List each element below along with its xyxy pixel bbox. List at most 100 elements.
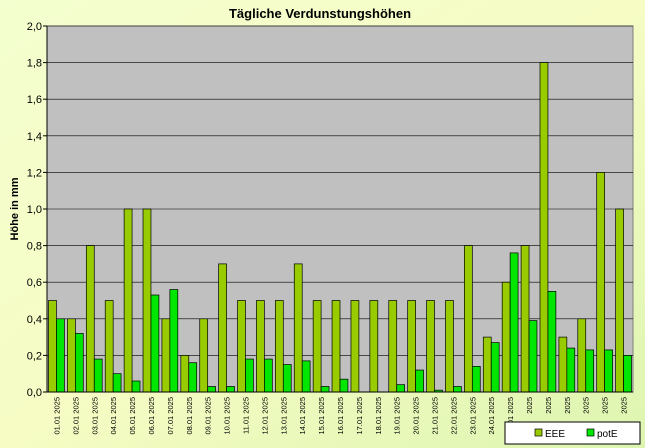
x-tick-label: 24.01 2025 [487, 397, 496, 435]
bar [180, 355, 190, 393]
x-tick-label: 11.01 2025 [241, 397, 250, 434]
x-tick-label: 18.01 2025 [374, 397, 383, 435]
x-tick-label: 12.01 2025 [260, 397, 269, 435]
bar [207, 386, 216, 393]
x-tick-label: 07.01 2025 [166, 397, 175, 435]
y-tick-label: 0,4 [27, 314, 42, 326]
y-tick-label: 0,6 [27, 277, 42, 289]
bar [350, 300, 360, 393]
bar [226, 386, 235, 393]
bar [339, 378, 349, 393]
x-tick-label: 2025 [525, 397, 534, 414]
x-tick-label: 2025 [601, 397, 610, 414]
bar [142, 208, 152, 393]
bar [509, 252, 519, 393]
x-tick-label: 05.01 2025 [128, 397, 137, 435]
x-tick-label: 03.01 2025 [90, 397, 99, 435]
x-tick-label: 17.01 2025 [355, 397, 364, 435]
y-tick-label: 0,2 [27, 350, 42, 362]
bar [396, 384, 405, 393]
bar [188, 362, 198, 393]
y-tick-label: 1,8 [27, 58, 42, 70]
x-tick-label: 2025 [620, 397, 629, 414]
bar [528, 320, 538, 393]
bar [123, 208, 133, 393]
bar [161, 318, 171, 393]
x-tick-label: 02.01 2025 [71, 397, 80, 435]
bar [369, 300, 379, 393]
x-tick-label: 25.01 2025 [506, 397, 515, 435]
x-tick-label: 16.01 2025 [336, 397, 345, 435]
x-tick-label: 09.01 2025 [204, 397, 213, 435]
bar [199, 318, 209, 393]
x-tick-label: 2025 [563, 397, 572, 414]
y-axis-label: Höhe in mm [9, 177, 21, 240]
bar [75, 333, 84, 393]
x-tick-label: 10.01 2025 [223, 397, 232, 435]
x-tick-label: 01.01 2025 [52, 397, 61, 435]
bar [482, 336, 492, 393]
x-tick-label: 2025 [582, 397, 591, 414]
bar [577, 318, 587, 393]
bar [112, 373, 122, 393]
x-tick-label: 15.01 2025 [317, 397, 326, 435]
bar [566, 347, 576, 393]
bar [623, 355, 632, 393]
x-tick-label: 19.01 2025 [393, 397, 402, 435]
bar [471, 366, 481, 393]
x-tick-label: 22.01 2025 [449, 397, 458, 435]
x-tick-label: 06.01 2025 [147, 397, 156, 435]
bar [256, 300, 265, 393]
y-tick-label: 0,8 [27, 241, 42, 253]
y-tick-label: 1,6 [27, 94, 42, 106]
x-tick-label: 04.01 2025 [109, 397, 118, 435]
chart-title: Tägliche Verdunstungshöhen [229, 6, 411, 21]
bar [464, 245, 473, 393]
bar [490, 342, 500, 393]
bar [169, 289, 179, 393]
bar [218, 263, 227, 393]
x-tick-label: 20.01 2025 [412, 397, 421, 435]
bar [596, 172, 605, 393]
bar [48, 300, 57, 393]
bar [426, 300, 435, 393]
x-tick-label: 23.01 2025 [468, 397, 477, 435]
y-tick-label: 1,4 [27, 131, 42, 143]
y-tick-label: 0,0 [27, 387, 42, 399]
bar [56, 318, 65, 393]
x-tick-label: 13.01 2025 [279, 397, 288, 435]
bar [150, 294, 160, 393]
bar [558, 336, 568, 393]
bar [445, 300, 454, 393]
bar [520, 245, 530, 393]
y-tick-label: 2,0 [27, 21, 42, 33]
y-tick-label: 1,2 [27, 167, 42, 179]
bar [275, 300, 284, 393]
bar [388, 300, 398, 393]
bar [67, 318, 76, 393]
bar [282, 364, 292, 393]
legend-label: EEE [545, 429, 565, 440]
bar [615, 208, 624, 393]
bar [539, 62, 549, 393]
bar [237, 300, 246, 393]
bar [301, 360, 311, 393]
bar [604, 349, 613, 393]
x-tick-label: 2025 [544, 397, 553, 414]
bar [585, 349, 595, 393]
bar [93, 358, 103, 393]
bar [547, 291, 557, 393]
bar [245, 358, 254, 393]
y-tick-label: 1,0 [27, 204, 42, 216]
bar [415, 369, 424, 393]
x-tick-label: 08.01 2025 [185, 397, 194, 435]
bar [331, 300, 341, 393]
bar [104, 300, 114, 393]
bar [293, 263, 303, 393]
legend-swatch [534, 428, 543, 437]
bar [85, 245, 95, 393]
bar [131, 380, 141, 393]
legend-label: potE [597, 429, 618, 440]
bar [320, 386, 330, 393]
